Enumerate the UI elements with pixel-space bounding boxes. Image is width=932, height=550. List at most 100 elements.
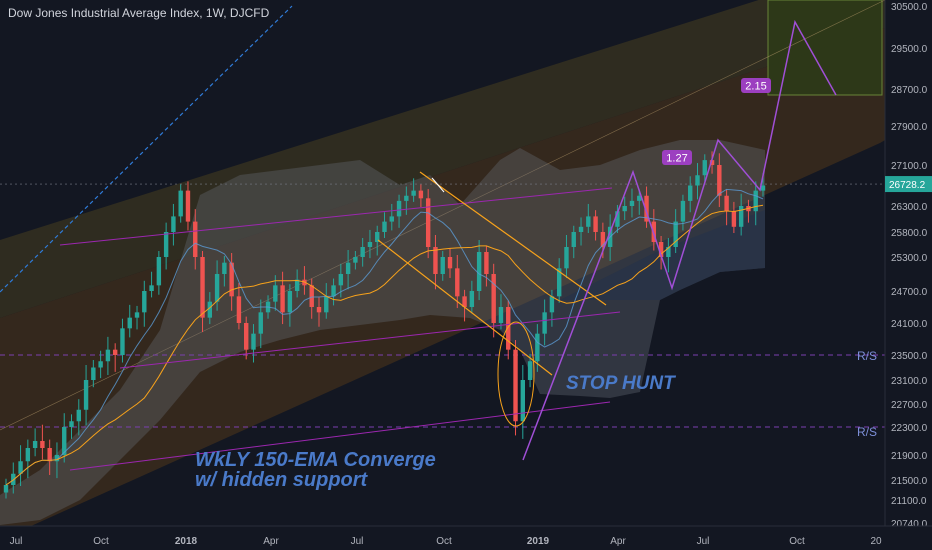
- candle: [236, 283, 242, 330]
- candle: [76, 399, 81, 436]
- candle: [666, 238, 671, 273]
- candle: [222, 256, 227, 287]
- candle: [418, 184, 424, 208]
- candle: [753, 181, 758, 226]
- candle: [83, 365, 89, 426]
- candle: [520, 365, 525, 439]
- fast-ma-line: [5, 188, 764, 486]
- candle: [629, 188, 635, 218]
- candle: [112, 343, 118, 372]
- candle: [134, 305, 140, 330]
- time-tick-label: Oct: [789, 536, 805, 547]
- candle: [309, 278, 314, 319]
- rs-lower-label: R/S: [857, 425, 877, 439]
- price-tick-label: 24700.0: [891, 287, 928, 298]
- candle: [127, 304, 132, 338]
- time-axis: Jul Oct 2018 Apr Jul Oct 2019 Apr Jul Oct 20: [0, 525, 932, 550]
- candle: [251, 324, 256, 363]
- candle: [411, 178, 416, 202]
- stop-hunt-ellipse: [497, 321, 535, 427]
- time-tick-label: 20: [870, 536, 882, 547]
- outer-channel-line: [0, 5, 293, 293]
- price-tick-label: 26300.0: [891, 202, 928, 213]
- candle: [425, 189, 431, 259]
- wedge-marker: [431, 177, 445, 193]
- candle: [462, 289, 467, 322]
- candle: [142, 280, 147, 327]
- candle: [18, 445, 23, 486]
- stop-hunt-label: STOP HUNT: [566, 373, 676, 394]
- time-tick-label: Oct: [93, 536, 109, 547]
- time-tick-label: Apr: [263, 536, 279, 547]
- upper-resistance-line: [59, 187, 613, 246]
- candle: [25, 439, 31, 479]
- candle: [673, 209, 678, 253]
- candle: [54, 442, 60, 479]
- candle: [622, 196, 627, 221]
- candle: [244, 316, 249, 360]
- price-tick-label: 29500.0: [891, 44, 928, 55]
- candle: [229, 253, 234, 311]
- time-tick-label: Oct: [436, 536, 452, 547]
- price-tick-label: 22300.0: [891, 423, 928, 434]
- candle: [491, 263, 496, 338]
- candle: [688, 176, 693, 213]
- price-tick-label: 24100.0: [891, 319, 928, 330]
- candle: [593, 210, 598, 241]
- price-tick-label: 21100.0: [891, 496, 927, 507]
- candle: [680, 194, 686, 231]
- candle: [294, 269, 300, 298]
- svg-text:1.27: 1.27: [666, 153, 687, 165]
- price-tick-label: 20740.0: [891, 519, 928, 530]
- candle: [738, 193, 744, 236]
- candle: [455, 255, 460, 309]
- candle: [32, 428, 38, 457]
- middle-trend-line: [119, 311, 621, 369]
- candle: [556, 258, 562, 303]
- candle: [637, 189, 642, 215]
- candle: [644, 186, 649, 228]
- fib-badge-127: 1.27: [662, 150, 692, 165]
- candle: [564, 235, 569, 278]
- candle: [615, 204, 620, 233]
- projection-path: [522, 19, 837, 461]
- converge-label-line2: w/ hidden support: [195, 469, 369, 491]
- last-price-badge: [885, 176, 932, 193]
- hidden-support-line: [69, 401, 611, 471]
- candle: [731, 201, 737, 233]
- candle: [3, 478, 9, 499]
- candle: [571, 225, 576, 259]
- candle: [353, 251, 358, 270]
- candle: [375, 225, 380, 256]
- candle: [404, 186, 409, 215]
- candle: [709, 151, 715, 174]
- candle: [367, 229, 373, 259]
- candle: [156, 251, 162, 295]
- candle: [287, 284, 293, 327]
- candle: [658, 236, 664, 270]
- svg-text:2.15: 2.15: [745, 81, 766, 93]
- candle: [62, 413, 67, 463]
- trend-lines: [59, 19, 837, 471]
- candle: [476, 240, 482, 301]
- candle: [91, 360, 96, 388]
- candle: [120, 318, 125, 363]
- candle: [447, 248, 453, 278]
- time-tick-label: Jul: [10, 536, 23, 547]
- chart-title: Dow Jones Industrial Average Index, 1W, …: [8, 6, 270, 20]
- price-tick-label: 28700.0: [891, 85, 928, 96]
- candle: [506, 300, 511, 360]
- candle: [40, 424, 45, 460]
- falling-wedge-bottom: [377, 239, 553, 376]
- last-price-label: 26728.2: [889, 180, 926, 191]
- candle: [331, 278, 336, 306]
- candle: [258, 299, 263, 349]
- candle: [469, 280, 475, 314]
- candle: [200, 251, 205, 333]
- candle: [345, 250, 351, 290]
- candle: [178, 184, 183, 223]
- candle: [185, 181, 191, 231]
- candle: [47, 439, 52, 475]
- candle: [214, 260, 220, 311]
